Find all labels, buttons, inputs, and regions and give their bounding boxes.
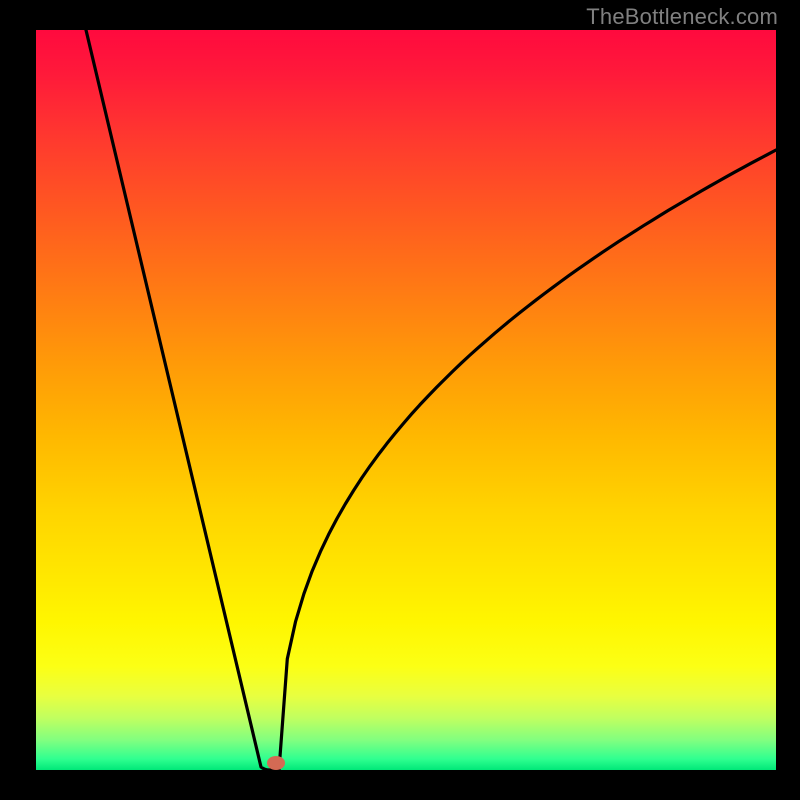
plot-area (36, 30, 776, 770)
figure-root: TheBottleneck.com (0, 0, 800, 800)
bottleneck-curve (86, 30, 776, 770)
min-marker (267, 756, 285, 770)
watermark-text: TheBottleneck.com (586, 4, 778, 30)
curve-layer (36, 30, 776, 770)
